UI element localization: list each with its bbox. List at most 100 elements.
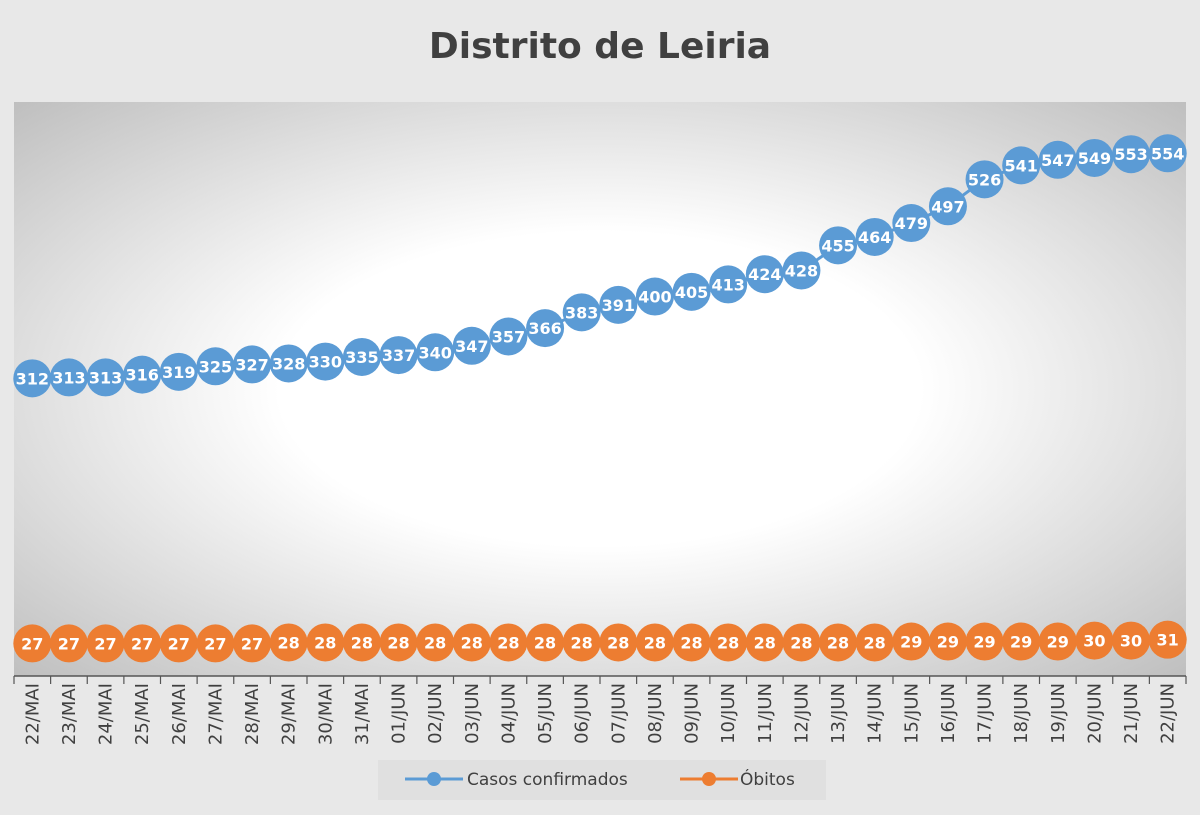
legend-marker [427,772,441,786]
data-label: 464 [858,228,891,247]
data-point [123,624,162,663]
x-tick-label: 07/JUN [608,683,629,744]
data-point [782,251,821,290]
data-point [1075,621,1114,660]
x-tick-label: 13/JUN [828,683,849,744]
x-tick-label: 16/JUN [938,683,959,744]
data-label: 313 [52,368,85,387]
data-point [159,352,198,391]
data-label: 28 [351,633,373,652]
data-point [416,333,455,372]
x-tick-label: 28/MAI [242,683,263,745]
data-point [709,623,748,662]
data-label: 27 [58,634,80,653]
data-label: 27 [131,634,153,653]
data-label: 424 [748,265,781,284]
x-tick-label: 17/JUN [975,683,996,744]
data-label: 391 [602,296,635,315]
x-tick-label: 22/JUN [1158,683,1179,744]
data-label: 31 [1157,631,1179,650]
data-label: 405 [675,283,708,302]
data-point [86,624,125,663]
x-tick-label: 02/JUN [425,683,446,744]
data-label: 400 [638,288,671,307]
data-point [159,624,198,663]
x-tick-label: 18/JUN [1011,683,1032,744]
data-label: 413 [711,275,744,294]
data-label: 28 [424,633,446,652]
data-point [49,358,88,397]
data-point [855,623,894,662]
x-tick-label: 12/JUN [791,683,812,744]
x-tick-label: 04/JUN [498,683,519,744]
data-point [1112,621,1151,660]
data-point [342,623,381,662]
data-label: 28 [644,633,666,652]
data-point [526,309,565,348]
legend-label: Casos confirmados [467,770,628,790]
x-tick-label: 31/MAI [352,683,373,745]
data-label: 29 [973,633,995,652]
legend-label: Óbitos [740,768,795,790]
data-point [1112,135,1151,174]
x-tick-label: 21/JUN [1121,683,1142,744]
legend-marker [702,772,716,786]
x-tick-label: 08/JUN [645,683,666,744]
data-label: 337 [382,346,415,365]
data-label: 335 [345,348,378,367]
data-point [635,623,674,662]
data-label: 27 [204,634,226,653]
data-point [635,277,674,316]
data-point [196,624,235,663]
data-point [489,623,528,662]
data-label: 328 [272,354,305,373]
data-label: 28 [864,633,886,652]
data-point [306,623,345,662]
data-point [379,336,418,375]
plot-area [14,102,1186,676]
data-point [928,187,967,226]
data-point [416,623,455,662]
x-tick-label: 03/JUN [462,683,483,744]
data-label: 325 [199,357,232,376]
data-label: 313 [89,368,122,387]
data-point [123,355,162,394]
data-label: 497 [931,197,964,216]
x-tick-label: 26/MAI [169,683,190,745]
data-point [269,344,308,383]
x-tick-label: 27/MAI [205,683,226,745]
data-point [965,160,1004,199]
data-label: 327 [235,355,268,374]
data-point [745,255,784,294]
data-label: 554 [1151,144,1184,163]
data-point [269,623,308,662]
data-point [599,623,638,662]
data-label: 28 [827,633,849,652]
data-point [86,358,125,397]
data-label: 455 [821,236,854,255]
data-point [233,624,272,663]
legend: Casos confirmados Óbitos [378,760,826,800]
data-point [1038,140,1077,179]
data-point [782,623,821,662]
data-label: 28 [497,633,519,652]
data-label: 541 [1004,156,1037,175]
data-point [855,217,894,256]
x-tick-label: 24/MAI [96,683,117,745]
data-label: 27 [168,634,190,653]
chart-title: Distrito de Leiria [429,26,771,67]
data-point [819,623,858,662]
data-point [709,265,748,304]
data-label: 29 [900,633,922,652]
x-tick-label: 10/JUN [718,683,739,744]
data-label: 553 [1114,145,1147,164]
x-tick-label: 20/JUN [1084,683,1105,744]
data-point [452,623,491,662]
data-point [1148,134,1187,173]
data-point [562,623,601,662]
data-label: 30 [1120,632,1142,651]
data-point [342,337,381,376]
data-label: 28 [387,633,409,652]
